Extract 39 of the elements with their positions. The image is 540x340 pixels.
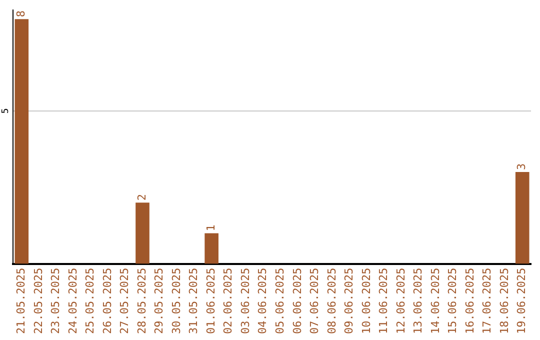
data-label: 1 (204, 224, 218, 232)
bar (515, 172, 530, 264)
x-tick-label: 08.06.2025 (325, 268, 338, 334)
x-tick-label: 31.05.2025 (187, 268, 200, 334)
x-tick-label: 28.05.2025 (135, 268, 148, 334)
x-tick-label: 29.05.2025 (152, 268, 166, 334)
bar (204, 233, 218, 264)
x-tick-label: 30.05.2025 (170, 268, 183, 334)
bar (14, 19, 29, 264)
x-tick-label: 13.06.2025 (412, 268, 425, 334)
x-tick-label: 12.06.2025 (394, 268, 408, 334)
x-tick-label: 14.06.2025 (428, 268, 442, 334)
x-tick-label: 11.06.2025 (377, 268, 390, 334)
x-tick-label: 25.05.2025 (84, 268, 97, 334)
y-tick-label: 5 (0, 108, 11, 114)
x-tick-label: 17.06.2025 (480, 268, 494, 334)
x-tick-label: 02.06.2025 (222, 268, 235, 334)
x-tick-label: 23.05.2025 (49, 268, 62, 334)
x-tick-label: 22.05.2025 (32, 268, 45, 334)
x-tick-label: 03.06.2025 (238, 268, 252, 334)
x-tick-label: 07.06.2025 (308, 268, 322, 334)
x-tick-label: 27.05.2025 (118, 268, 132, 334)
data-label: 2 (135, 194, 148, 201)
x-tick-label: 09.06.2025 (342, 268, 356, 334)
x-tick-label: 10.06.2025 (360, 268, 373, 334)
x-tick-label: 19.06.2025 (515, 268, 528, 334)
x-tick-label: 26.05.2025 (100, 268, 114, 334)
x-tick-label: 05.06.2025 (273, 268, 286, 334)
x-tick-label: 24.05.2025 (66, 268, 80, 334)
data-label: 8 (14, 10, 28, 18)
bar (136, 202, 150, 264)
x-tick-label: 01.06.2025 (204, 268, 218, 334)
data-label: 3 (515, 163, 528, 170)
x-tick-label: 06.06.2025 (290, 268, 304, 334)
x-tick-label: 16.06.2025 (463, 268, 476, 334)
x-tick-label: 15.06.2025 (446, 268, 460, 334)
x-tick-label: 21.05.2025 (14, 268, 28, 334)
x-tick-label: 04.06.2025 (256, 268, 270, 334)
x-tick-label: 18.06.2025 (498, 268, 511, 334)
